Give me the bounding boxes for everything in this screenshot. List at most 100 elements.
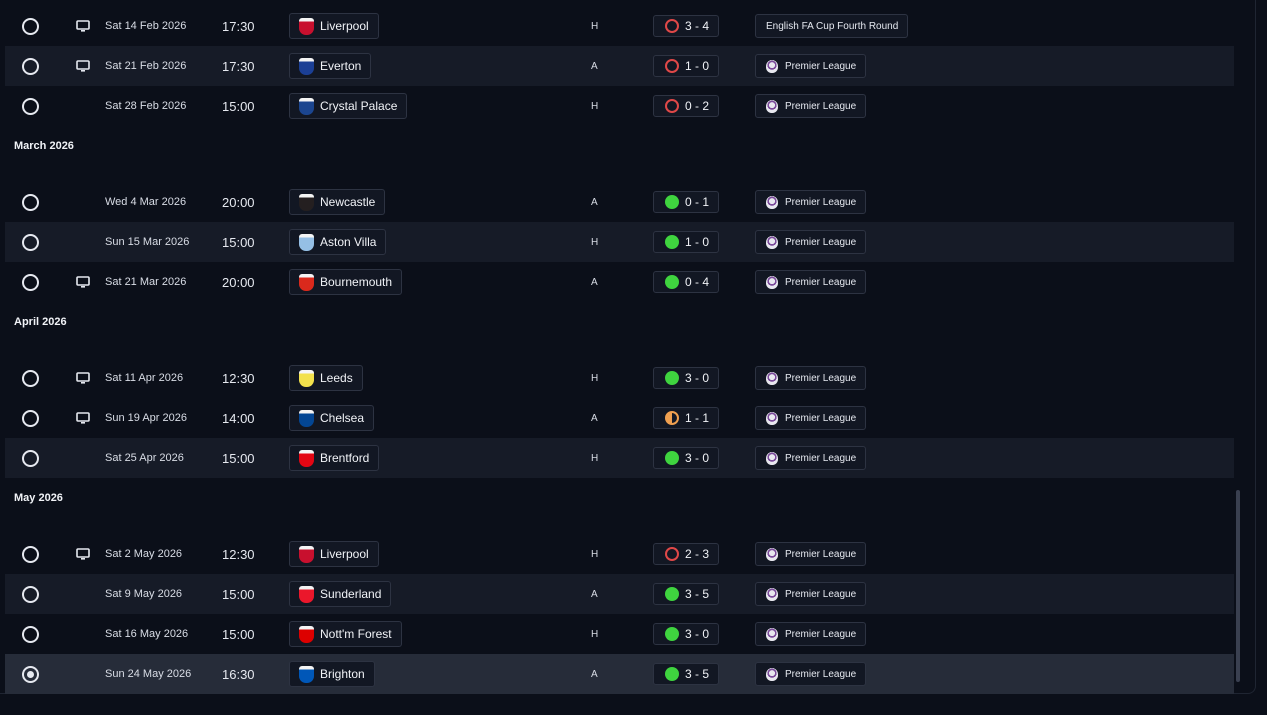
score-chip[interactable]: 3 - 5 bbox=[653, 583, 720, 605]
home-away-indicator: H bbox=[591, 236, 599, 248]
select-radio-icon[interactable] bbox=[22, 665, 39, 683]
kickoff-time: 16:30 bbox=[222, 666, 255, 682]
score-chip[interactable]: 1 - 0 bbox=[653, 231, 720, 253]
team-name: Brighton bbox=[320, 667, 365, 681]
select-radio-icon[interactable] bbox=[22, 545, 39, 563]
score-value: 1 - 0 bbox=[685, 59, 710, 73]
opponent-team-chip[interactable]: Bournemouth bbox=[289, 269, 403, 295]
competition-chip[interactable]: Premier League bbox=[755, 406, 867, 430]
fixture-row[interactable]: Wed 4 Mar 2026 20:00 Newcastle A 0 - 1 Premie… bbox=[5, 182, 1234, 222]
competition-chip[interactable]: Premier League bbox=[755, 270, 867, 294]
home-away-indicator: A bbox=[591, 588, 598, 600]
score-value: 1 - 1 bbox=[685, 411, 710, 425]
score-chip[interactable]: 3 - 0 bbox=[653, 623, 720, 645]
result-loss-icon bbox=[665, 19, 679, 33]
competition-chip[interactable]: Premier League bbox=[755, 622, 867, 646]
opponent-team-chip[interactable]: Crystal Palace bbox=[289, 93, 408, 119]
fixture-row[interactable]: Sun 15 Mar 2026 15:00 Aston Villa H 1 - 0 Pre… bbox=[5, 222, 1234, 262]
fixture-row[interactable]: Sat 21 Feb 2026 17:30 Everton A 1 - 0 Premier… bbox=[5, 46, 1234, 86]
competition-chip[interactable]: Premier League bbox=[755, 446, 867, 470]
competition-chip[interactable]: Premier League bbox=[755, 542, 867, 566]
select-radio-icon[interactable] bbox=[22, 625, 39, 643]
opponent-team-chip[interactable]: Everton bbox=[289, 53, 372, 79]
select-radio-icon[interactable] bbox=[22, 273, 39, 291]
select-radio-icon[interactable] bbox=[22, 57, 39, 75]
nottm-forest-badge-icon bbox=[299, 625, 314, 643]
premier-league-lion-icon bbox=[766, 371, 778, 385]
competition-chip[interactable]: Premier League bbox=[755, 582, 867, 606]
competition-name: Premier League bbox=[785, 668, 857, 680]
score-chip[interactable]: 2 - 3 bbox=[653, 543, 720, 565]
competition-chip[interactable]: Premier League bbox=[755, 366, 867, 390]
vertical-scrollbar[interactable] bbox=[1236, 490, 1240, 682]
select-radio-icon[interactable] bbox=[22, 17, 39, 35]
fixture-row[interactable]: Sat 28 Feb 2026 15:00 Crystal Palace H 0 - 2… bbox=[5, 86, 1234, 126]
fixture-row[interactable]: Sat 21 Mar 2026 20:00 Bournemouth A 0 - 4 Pre… bbox=[5, 262, 1234, 302]
fixture-row[interactable]: Sat 2 May 2026 12:30 Liverpool H 2 - 3 Premie… bbox=[5, 534, 1234, 574]
score-chip[interactable]: 1 - 1 bbox=[653, 407, 720, 429]
premier-league-lion-icon bbox=[766, 59, 778, 73]
opponent-team-chip[interactable]: Newcastle bbox=[289, 189, 386, 215]
score-value: 3 - 5 bbox=[685, 667, 710, 681]
select-radio-icon[interactable] bbox=[22, 97, 39, 115]
select-radio-icon[interactable] bbox=[22, 585, 39, 603]
home-away-indicator: H bbox=[591, 20, 599, 32]
select-radio-icon[interactable] bbox=[22, 193, 39, 211]
competition-chip[interactable]: Premier League bbox=[755, 662, 867, 686]
competition-chip[interactable]: Premier League bbox=[755, 54, 867, 78]
liverpool-badge-icon bbox=[299, 545, 314, 563]
premier-league-lion-icon bbox=[766, 587, 778, 601]
opponent-team-chip[interactable]: Leeds bbox=[289, 365, 363, 391]
score-chip[interactable]: 0 - 1 bbox=[653, 191, 720, 213]
tv-broadcast-icon bbox=[76, 412, 90, 424]
competition-chip[interactable]: Premier League bbox=[755, 230, 867, 254]
team-name: Leeds bbox=[320, 371, 353, 385]
home-away-indicator: A bbox=[591, 196, 598, 208]
select-radio-icon[interactable] bbox=[22, 233, 39, 251]
liverpool-badge-icon bbox=[299, 17, 314, 35]
fixture-row[interactable]: Sat 16 May 2026 15:00 Nott'm Forest H 3 - 0 P… bbox=[5, 614, 1234, 654]
month-header: May 2026 bbox=[14, 491, 63, 504]
result-win-icon bbox=[665, 195, 679, 209]
fixture-date: Sat 16 May 2026 bbox=[105, 628, 189, 640]
home-away-indicator: A bbox=[591, 276, 598, 288]
opponent-team-chip[interactable]: Sunderland bbox=[289, 581, 392, 607]
premier-league-lion-icon bbox=[766, 547, 778, 561]
select-radio-icon[interactable] bbox=[22, 409, 39, 427]
kickoff-time: 17:30 bbox=[222, 58, 255, 74]
opponent-team-chip[interactable]: Brentford bbox=[289, 445, 380, 471]
tv-broadcast-icon bbox=[76, 276, 90, 288]
competition-chip[interactable]: Premier League bbox=[755, 190, 867, 214]
premier-league-lion-icon bbox=[766, 275, 778, 289]
opponent-team-chip[interactable]: Aston Villa bbox=[289, 229, 387, 255]
opponent-team-chip[interactable]: Liverpool bbox=[289, 541, 379, 567]
fixtures-list: Sat 14 Feb 2026 17:30 Liverpool H 3 - 4 Engli… bbox=[5, 6, 1234, 694]
competition-chip[interactable]: Premier League bbox=[755, 94, 867, 118]
opponent-team-chip[interactable]: Nott'm Forest bbox=[289, 621, 402, 647]
team-name: Bournemouth bbox=[320, 275, 393, 289]
fixture-date: Sat 14 Feb 2026 bbox=[105, 20, 187, 32]
score-chip[interactable]: 1 - 0 bbox=[653, 55, 720, 77]
fixture-row[interactable]: Sat 14 Feb 2026 17:30 Liverpool H 3 - 4 Engli… bbox=[5, 6, 1234, 46]
select-radio-icon[interactable] bbox=[22, 369, 39, 387]
opponent-team-chip[interactable]: Brighton bbox=[289, 661, 375, 687]
opponent-team-chip[interactable]: Liverpool bbox=[289, 13, 379, 39]
competition-chip[interactable]: English FA Cup Fourth Round bbox=[755, 14, 909, 38]
fixture-row[interactable]: Sat 9 May 2026 15:00 Sunderland A 3 - 5 Premi… bbox=[5, 574, 1234, 614]
select-radio-icon[interactable] bbox=[22, 449, 39, 467]
score-chip[interactable]: 3 - 5 bbox=[653, 663, 720, 685]
fixture-row[interactable]: Sat 25 Apr 2026 15:00 Brentford H 3 - 0 Premi… bbox=[5, 438, 1234, 478]
score-chip[interactable]: 3 - 0 bbox=[653, 367, 720, 389]
competition-name: Premier League bbox=[785, 452, 857, 464]
score-chip[interactable]: 3 - 4 bbox=[653, 15, 720, 37]
kickoff-time: 20:00 bbox=[222, 194, 255, 210]
score-chip[interactable]: 3 - 0 bbox=[653, 447, 720, 469]
fixture-row[interactable]: Sat 11 Apr 2026 12:30 Leeds H 3 - 0 Premier L… bbox=[5, 358, 1234, 398]
fixture-row[interactable]: Sun 19 Apr 2026 14:00 Chelsea A 1 - 1 Premier… bbox=[5, 398, 1234, 438]
opponent-team-chip[interactable]: Chelsea bbox=[289, 405, 375, 431]
score-chip[interactable]: 0 - 4 bbox=[653, 271, 720, 293]
competition-name: Premier League bbox=[785, 628, 857, 640]
fixture-row[interactable]: Sun 24 May 2026 16:30 Brighton A 3 - 5 Premie… bbox=[5, 654, 1234, 694]
tv-broadcast-icon bbox=[76, 548, 90, 560]
score-chip[interactable]: 0 - 2 bbox=[653, 95, 720, 117]
